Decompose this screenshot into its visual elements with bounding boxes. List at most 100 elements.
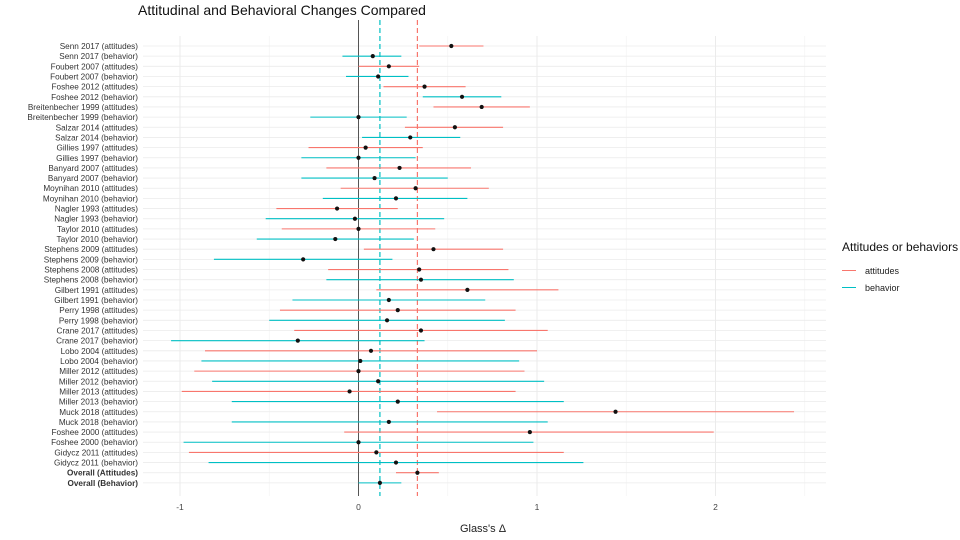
point-estimate-behavior [356, 115, 361, 120]
point-estimate-behavior [358, 358, 363, 364]
y-axis-label: Overall (Attitudes) [67, 469, 138, 478]
y-axis-label: Stephens 2008 (attitudes) [44, 266, 138, 275]
y-axis-label: Gilbert 1991 (attitudes) [55, 286, 139, 295]
point-estimate-attitudes [418, 328, 424, 333]
y-axis-label: Foubert 2007 (behavior) [50, 72, 138, 81]
y-axis-label: Lobo 2004 (behavior) [60, 357, 138, 366]
y-axis-label: Banyard 2007 (behavior) [48, 174, 138, 183]
y-axis-label: Taylor 2010 (behavior) [57, 235, 139, 244]
y-axis-label: Breitenbecher 1999 (attitudes) [28, 103, 138, 112]
y-axis-label: Perry 1998 (attitudes) [59, 306, 138, 315]
y-axis-label: Miller 2012 (behavior) [59, 377, 138, 386]
point-estimate-behavior [356, 155, 361, 160]
y-axis-label: Banyard 2007 (attitudes) [48, 164, 138, 173]
y-axis-label: Miller 2013 (attitudes) [59, 387, 138, 396]
x-tick-label: -1 [176, 502, 184, 512]
y-axis-label: Stephens 2009 (attitudes) [44, 245, 138, 254]
x-tick-label: 2 [713, 502, 718, 512]
x-axis-ticks: -1 0 1 2 [176, 502, 718, 512]
point-estimate-attitudes [417, 267, 422, 272]
point-estimate-behavior [370, 54, 375, 59]
point-estimate-attitudes [613, 409, 618, 414]
point-estimate-attitudes [422, 84, 427, 89]
point-estimate-attitudes [452, 125, 457, 130]
y-axis-label: Stephens 2008 (behavior) [44, 276, 138, 285]
point-estimate-behavior [295, 338, 300, 343]
point-estimate-attitudes [431, 247, 436, 252]
point-estimate-behavior [408, 135, 413, 140]
y-axis-label: Gidycz 2011 (attitudes) [54, 448, 138, 457]
point-estimate-behavior [459, 94, 465, 99]
y-axis-labels: Senn 2017 (attitudes)Senn 2017 (behavior… [27, 42, 138, 488]
legend-title: Attitudes or behaviors [842, 240, 959, 254]
point-estimate-behavior [301, 257, 306, 262]
point-estimate-behavior [386, 297, 391, 303]
point-estimate-behavior [352, 216, 358, 221]
y-axis-label: Muck 2018 (behavior) [59, 418, 138, 427]
point-estimate-attitudes [334, 206, 340, 211]
legend: Attitudes or behaviors attitudes behavio… [842, 240, 958, 296]
y-axis-label: Lobo 2004 (attitudes) [61, 347, 139, 356]
point-estimate-behavior [356, 440, 361, 445]
y-axis-label: Senn 2017 (attitudes) [60, 42, 139, 51]
legend-key-attitudes [842, 270, 856, 271]
y-axis-label: Miller 2012 (attitudes) [59, 367, 138, 376]
legend-item-attitudes: attitudes [842, 262, 958, 279]
point-estimate-attitudes [356, 226, 361, 231]
y-axis-label: Senn 2017 (behavior) [59, 52, 138, 61]
point-estimate-behavior [377, 480, 383, 485]
point-estimate-attitudes [363, 145, 368, 150]
y-axis-label: Miller 2013 (behavior) [59, 398, 138, 407]
point-estimate-attitudes [374, 450, 379, 455]
point-estimate-behavior [372, 175, 377, 181]
point-estimate-attitudes [449, 43, 454, 49]
y-axis-label: Nagler 1993 (attitudes) [55, 205, 139, 214]
point-estimate-behavior [333, 236, 338, 242]
point-estimate-behavior [386, 419, 391, 425]
y-axis-label: Moynihan 2010 (behavior) [43, 194, 138, 203]
y-axis-label: Stephens 2009 (behavior) [44, 255, 138, 264]
point-estimate-behavior [395, 399, 400, 404]
chart-title: Attitudinal and Behavioral Changes Compa… [138, 2, 426, 18]
y-axis-label: Crane 2017 (attitudes) [57, 326, 139, 335]
y-axis-label: Salzar 2014 (behavior) [55, 133, 138, 142]
y-axis-label: Taylor 2010 (attitudes) [57, 225, 138, 234]
grid-layer [143, 36, 826, 496]
y-axis-label: Gillies 1997 (attitudes) [57, 144, 139, 153]
y-axis-label: Foshee 2012 (attitudes) [52, 83, 139, 92]
y-axis-label: Nagler 1993 (behavior) [54, 215, 138, 224]
point-estimate-attitudes [347, 389, 352, 394]
y-axis-label: Foshee 2000 (attitudes) [52, 428, 139, 437]
legend-label-attitudes: attitudes [865, 265, 900, 276]
point-estimate-attitudes [356, 369, 361, 374]
y-axis-label: Moynihan 2010 (attitudes) [43, 184, 138, 193]
y-axis-label: Gillies 1997 (behavior) [56, 154, 138, 163]
y-axis-label: Gilbert 1991 (behavior) [54, 296, 138, 305]
y-axis-label: Crane 2017 (behavior) [56, 337, 138, 346]
y-axis-label: Breitenbecher 1999 (behavior) [27, 113, 138, 122]
point-estimate-attitudes [465, 287, 470, 292]
point-estimate-attitudes [368, 348, 374, 353]
point-estimate-attitudes [386, 64, 391, 69]
y-axis-label: Gidycz 2011 (behavior) [54, 459, 138, 468]
point-estimate-behavior [418, 277, 424, 282]
y-axis-label: Foshee 2000 (behavior) [51, 438, 138, 447]
legend-item-behavior: behavior [842, 279, 958, 296]
point-estimate-behavior [384, 318, 390, 323]
x-axis-title: Glass's Δ [460, 523, 507, 535]
point-estimate-attitudes [397, 165, 402, 171]
x-tick-label: 1 [535, 502, 540, 512]
y-axis-label: Overall (Behavior) [67, 479, 138, 488]
point-estimate-behavior [376, 74, 381, 79]
point-estimate-attitudes [395, 308, 400, 313]
point-estimate-attitudes [527, 429, 532, 435]
y-axis-label: Perry 1998 (behavior) [59, 316, 138, 325]
point-estimate-attitudes [413, 186, 418, 191]
point-estimate-attitudes [479, 104, 484, 110]
y-axis-label: Foubert 2007 (attitudes) [51, 62, 139, 71]
y-axis-label: Muck 2018 (attitudes) [59, 408, 138, 417]
point-estimate-behavior [393, 196, 399, 201]
y-axis-label: Salzar 2014 (attitudes) [56, 123, 139, 132]
confidence-intervals [171, 45, 795, 484]
